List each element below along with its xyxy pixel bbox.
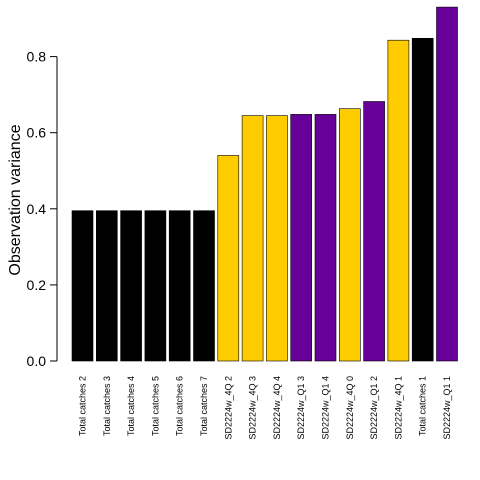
x-category-label: Total catches 2 — [78, 376, 88, 436]
x-category-label: Total catches 5 — [150, 376, 160, 436]
x-category-label: SD2224w_4Q 4 — [272, 376, 282, 440]
x-category-label: SD2224w_4Q 0 — [345, 376, 355, 440]
bar-5 — [168, 210, 191, 362]
x-category-label: SD2224w_Q1 4 — [321, 376, 331, 440]
bar-16 — [436, 6, 458, 362]
bar-8 — [241, 115, 264, 362]
y-axis-title: Observation variance — [7, 124, 24, 275]
bars-group — [71, 6, 458, 362]
x-category-label: SD2224w_4Q 2 — [223, 376, 233, 440]
bar-1 — [71, 210, 94, 362]
y-tick-label: 0.2 — [27, 277, 47, 293]
y-axis: 0.0 0.2 0.4 0.6 0.8 — [27, 49, 58, 369]
bar-11 — [314, 114, 337, 362]
x-category-label: SD2224w_Q1 2 — [369, 376, 379, 440]
y-tick-label: 0.0 — [27, 353, 47, 369]
bar-9 — [266, 115, 288, 362]
bar-13 — [363, 101, 385, 362]
x-category-label: SD2224w_Q1 1 — [442, 376, 452, 440]
y-tick-label: 0.8 — [27, 49, 47, 65]
bar-6 — [193, 210, 215, 362]
bar-7 — [217, 155, 240, 362]
bar-2 — [96, 210, 118, 362]
bar-12 — [338, 108, 361, 362]
bar-15 — [411, 37, 434, 362]
y-tick-label: 0.6 — [27, 125, 47, 141]
x-category-label: Total catches 6 — [175, 376, 185, 436]
x-category-label: Total catches 4 — [126, 376, 136, 436]
x-category-label: SD2224w_4Q 1 — [393, 376, 403, 440]
x-category-label: Total catches 7 — [199, 376, 209, 436]
bar-14 — [387, 39, 410, 362]
y-tick-label: 0.4 — [27, 201, 47, 217]
x-category-label: SD2224w_4Q 3 — [248, 376, 258, 440]
x-axis-labels: Total catches 2 Total catches 3 Total catc… — [78, 376, 453, 440]
x-category-label: Total catches 3 — [102, 376, 112, 436]
x-category-label: Total catches 1 — [418, 376, 428, 436]
bar-3 — [120, 210, 142, 362]
bar-4 — [144, 210, 167, 362]
x-category-label: SD2224w_Q1 3 — [296, 376, 306, 440]
bar-10 — [290, 114, 313, 362]
